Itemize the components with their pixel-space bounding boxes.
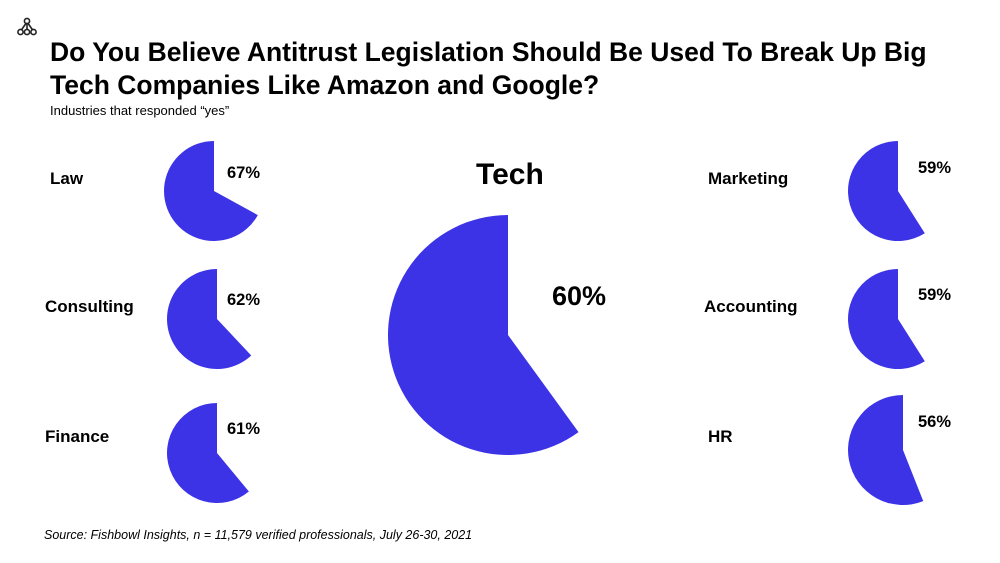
pie-slice-accounting [848,269,925,369]
source-note: Source: Fishbowl Insights, n = 11,579 ve… [44,528,473,542]
chart-title: Do You Believe Antitrust Legislation Sho… [50,37,927,100]
pie-consulting [167,269,252,369]
category-label-finance: Finance [45,427,110,446]
value-label-hr: 56% [918,413,952,431]
category-label-marketing: Marketing [708,169,789,188]
pie-slice-finance [167,403,249,503]
category-label-consulting: Consulting [45,297,134,316]
value-label-finance: 61% [227,420,261,438]
value-label-accounting: 59% [918,286,952,304]
pie-finance [167,403,249,503]
value-label-tech: 60% [552,281,607,311]
pie-slice-tech [387,215,579,455]
value-label-consulting: 62% [227,291,261,309]
pie-hr [848,395,924,505]
pie-law [164,141,258,241]
category-label-tech: Tech [476,158,544,191]
category-label-law: Law [50,169,84,188]
network-nodes-icon [17,17,37,36]
pie-marketing [848,141,925,241]
category-label-hr: HR [708,427,733,446]
chart-subtitle: Industries that responded “yes” [50,103,230,118]
value-label-marketing: 59% [918,159,952,177]
pie-slice-hr [848,395,924,505]
pie-tech [387,215,579,455]
pie-slice-consulting [167,269,252,369]
pie-slice-marketing [848,141,925,241]
pie-accounting [848,269,925,369]
category-label-accounting: Accounting [704,297,798,316]
pie-slice-law [164,141,258,241]
value-label-law: 67% [227,164,261,182]
